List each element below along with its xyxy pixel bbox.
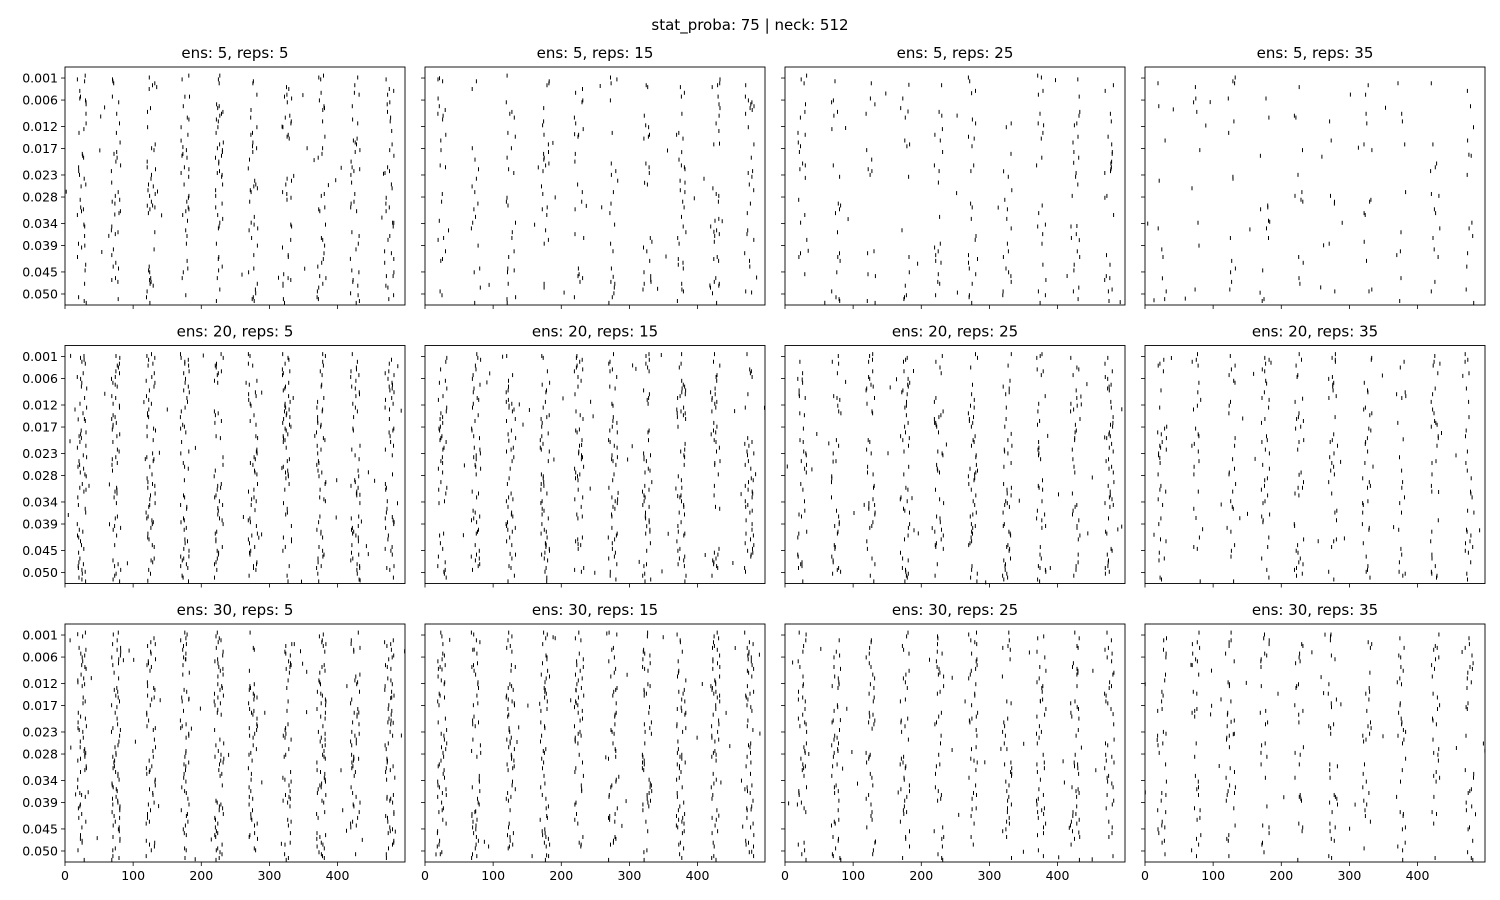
y-tick-label: 0.045 <box>22 821 58 836</box>
y-tick-label: 0.001 <box>22 71 58 86</box>
axes-frame <box>784 623 1126 863</box>
subplot: ens: 30, reps: 350 100 200 300 400 <box>1141 601 1486 883</box>
x-tick-label: 400 <box>1046 868 1070 883</box>
axes-frame <box>64 345 406 584</box>
axes-frame <box>1144 66 1486 306</box>
subplot: ens: 20, reps: 35 <box>1141 323 1486 588</box>
spike-raster <box>69 630 406 862</box>
y-tick-label: 0.034 <box>22 216 58 231</box>
spike-raster <box>788 630 1115 862</box>
subplot-title: ens: 30, reps: 35 <box>1252 601 1378 619</box>
y-tick-label: 0.023 <box>22 167 58 182</box>
y-tick-label: 0.028 <box>22 190 58 205</box>
axes-frame <box>784 66 1126 306</box>
subplot: ens: 5, reps: 25 <box>781 44 1126 309</box>
subplot: ens: 5, reps: 5 0.001 0.006 0.012 0.017 0.023… <box>22 44 406 309</box>
subplot: ens: 5, reps: 15 <box>421 44 766 309</box>
panel-grid: ens: 5, reps: 5 0.001 0.006 0.012 0.017 0.023… <box>22 44 1486 883</box>
subplot-title: ens: 5, reps: 15 <box>537 44 654 62</box>
spike-raster <box>435 630 761 862</box>
x-tick-label: 0 <box>781 868 789 883</box>
axes-frame <box>424 623 766 863</box>
y-tick-label: 0.012 <box>22 676 58 691</box>
x-tick-label: 100 <box>121 868 145 883</box>
x-tick-label: 400 <box>686 868 710 883</box>
subplot-title: ens: 30, reps: 5 <box>177 601 294 619</box>
subplot: ens: 5, reps: 35 <box>1141 44 1486 309</box>
y-tick-label: 0.045 <box>22 264 58 279</box>
x-tick-label: 0 <box>61 868 69 883</box>
y-tick-label: 0.017 <box>22 141 58 156</box>
axes-frame <box>784 345 1126 584</box>
y-tick-label: 0.039 <box>22 517 58 532</box>
y-tick-label: 0.006 <box>22 650 58 665</box>
spike-raster <box>1153 352 1481 584</box>
y-tick-label: 0.034 <box>22 773 58 788</box>
y-tick-label: 0.006 <box>22 371 58 386</box>
x-tick-label: 200 <box>909 868 933 883</box>
subplot-title: ens: 5, reps: 25 <box>897 44 1014 62</box>
subplot: ens: 30, reps: 25 0 100 200 300 400 <box>781 601 1126 883</box>
spike-raster <box>786 352 1123 585</box>
y-tick-label: 0.028 <box>22 468 58 483</box>
spike-raster <box>67 352 402 584</box>
y-tick-label: 0.017 <box>22 420 58 435</box>
subplot-title: ens: 20, reps: 5 <box>177 323 294 341</box>
spike-raster <box>65 73 395 305</box>
y-tick-label: 0.028 <box>22 747 58 762</box>
spike-raster <box>437 73 758 305</box>
spike-raster <box>1147 75 1475 305</box>
y-tick-label: 0.039 <box>22 238 58 253</box>
x-tick-label: 300 <box>257 868 281 883</box>
subplot-title: ens: 5, reps: 5 <box>181 44 288 62</box>
x-tick-label: 100 <box>841 868 865 883</box>
y-tick-label: 0.001 <box>22 349 58 364</box>
x-tick-label: 100 <box>481 868 505 883</box>
subplot-title: ens: 20, reps: 15 <box>532 323 658 341</box>
subplot-title: ens: 30, reps: 15 <box>532 601 658 619</box>
y-tick-label: 0.050 <box>22 565 58 580</box>
y-tick-label: 0.023 <box>22 446 58 461</box>
axes-frame <box>424 345 766 584</box>
y-tick-label: 0.045 <box>22 543 58 558</box>
axes-frame <box>64 623 406 863</box>
x-tick-label: 300 <box>617 868 641 883</box>
subplot: ens: 20, reps: 5 0.001 0.006 0.012 0.017 0.02… <box>22 323 406 588</box>
y-tick-label: 0.050 <box>22 843 58 858</box>
y-tick-label: 0.039 <box>22 795 58 810</box>
x-tick-label: 200 <box>189 868 213 883</box>
axes-frame <box>1144 345 1486 584</box>
subplot-title: ens: 30, reps: 25 <box>892 601 1018 619</box>
y-tick-label: 0.017 <box>22 698 58 713</box>
y-tick-label: 0.012 <box>22 119 58 134</box>
spike-raster <box>797 73 1121 305</box>
y-tick-label: 0.050 <box>22 286 58 301</box>
y-tick-label: 0.006 <box>22 93 58 108</box>
y-tick-label: 0.023 <box>22 724 58 739</box>
x-tick-label: 400 <box>326 868 350 883</box>
y-tick-label: 0.001 <box>22 628 58 643</box>
subplot-title: ens: 20, reps: 35 <box>1252 323 1378 341</box>
y-tick-label: 0.012 <box>22 398 58 413</box>
axes-frame <box>424 66 766 306</box>
y-tick-label: 0.034 <box>22 494 58 509</box>
axes-frame <box>64 66 406 306</box>
subplot-title: ens: 5, reps: 35 <box>1257 44 1374 62</box>
subplot: ens: 20, reps: 15 <box>421 323 766 588</box>
subplot: ens: 30, reps: 5 0.001 0.006 0.012 0.017 0.02… <box>22 601 406 883</box>
subplot: ens: 20, reps: 25 <box>781 323 1126 588</box>
x-tick-label: 300 <box>977 868 1001 883</box>
subplot: ens: 30, reps: 15 0 100 200 300 400 <box>421 601 766 883</box>
figure-title: stat_proba: 75 | neck: 512 <box>651 16 848 35</box>
subplot-title: ens: 20, reps: 25 <box>892 323 1018 341</box>
spike-raster <box>437 352 765 584</box>
x-tick-label: 0 <box>421 868 429 883</box>
spike-raster <box>1144 630 1486 862</box>
x-tick-label: 200 <box>549 868 573 883</box>
